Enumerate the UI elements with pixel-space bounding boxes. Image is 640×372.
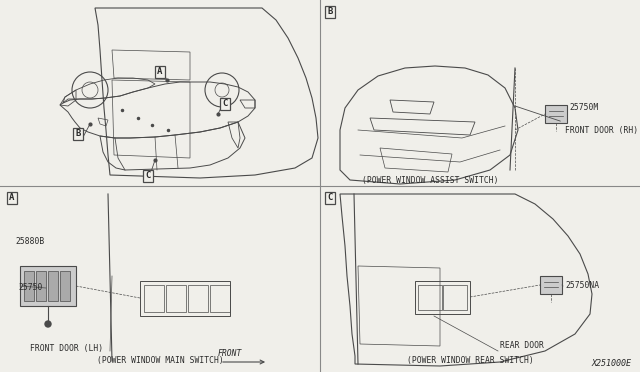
Text: REAR DOOR: REAR DOOR (500, 341, 544, 350)
Text: B: B (76, 129, 81, 138)
Text: 25880B: 25880B (15, 237, 45, 246)
Bar (545, 105, 567, 123)
Bar (60, 271, 70, 301)
Text: (POWER WINDOW MAIN SWITCH): (POWER WINDOW MAIN SWITCH) (97, 356, 223, 365)
Text: 25750: 25750 (18, 283, 42, 292)
Text: A: A (157, 67, 163, 77)
Text: (POWER WINDOW ASSIST SWITCH): (POWER WINDOW ASSIST SWITCH) (362, 176, 499, 185)
Bar (144, 285, 164, 312)
Text: FRONT: FRONT (218, 349, 243, 358)
Text: FRONT DOOR (LH): FRONT DOOR (LH) (30, 344, 103, 353)
Text: A: A (10, 193, 15, 202)
Text: C: C (145, 171, 150, 180)
Text: B: B (327, 7, 333, 16)
Circle shape (45, 321, 51, 327)
Text: C: C (327, 193, 333, 202)
Text: FRONT DOOR (RH): FRONT DOOR (RH) (565, 125, 638, 135)
Bar (210, 285, 230, 312)
Bar (418, 285, 442, 310)
Bar (443, 285, 467, 310)
Text: C: C (222, 99, 228, 109)
Bar (188, 285, 208, 312)
Text: 25750M: 25750M (569, 103, 598, 112)
Text: 25750NA: 25750NA (565, 282, 599, 291)
Text: (POWER WINDOW REAR SWITCH): (POWER WINDOW REAR SWITCH) (406, 356, 533, 365)
Bar (48, 271, 58, 301)
Bar (166, 285, 186, 312)
Bar (36, 271, 46, 301)
Bar (540, 276, 562, 294)
Text: X251000E: X251000E (592, 359, 632, 368)
Bar (20, 266, 76, 306)
Bar (24, 271, 34, 301)
